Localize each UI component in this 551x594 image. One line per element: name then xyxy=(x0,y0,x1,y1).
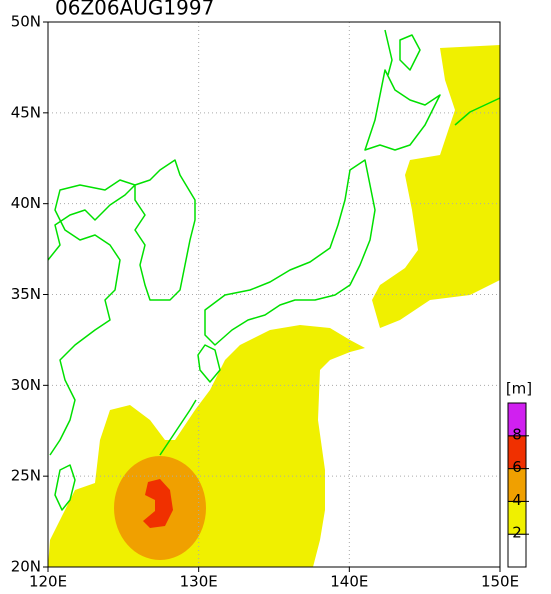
field-2-4m-ne xyxy=(372,45,500,328)
colorbar-label: 8 xyxy=(512,425,522,443)
axes: 120E 130E 140E 150E 20N 25N 30N 35N 40N 45N 50N xyxy=(11,13,519,591)
y-tick-label: 25N xyxy=(11,467,41,485)
colorbar-unit: [m] xyxy=(506,380,532,398)
map-title: 06Z06AUG1997 xyxy=(55,0,214,20)
colorbar-label: 6 xyxy=(512,458,522,476)
coastlines xyxy=(47,29,501,511)
coastline-kyushu xyxy=(197,344,221,383)
wave-height-fields xyxy=(48,45,500,567)
x-tick-label: 140E xyxy=(330,573,368,591)
coastline-hokkaido xyxy=(364,69,441,151)
y-tick-label: 30N xyxy=(11,376,41,394)
y-tick-label: 50N xyxy=(11,13,41,31)
y-tick-label: 35N xyxy=(11,285,41,303)
coastline-japan-honshu xyxy=(204,159,376,346)
coastline-ryukyu xyxy=(159,399,197,456)
coastline-sakhalin xyxy=(384,29,421,76)
coastline-taiwan xyxy=(54,464,76,511)
colorbar-label: 4 xyxy=(512,491,522,509)
coastline-kurils xyxy=(454,97,501,126)
y-tick-label: 20N xyxy=(11,558,41,576)
colorbar-box xyxy=(507,402,527,437)
x-tick-label: 120E xyxy=(29,573,67,591)
colorbar: 2 4 6 8 [m] xyxy=(506,380,532,568)
field-2-4m xyxy=(48,325,365,567)
x-tick-label: 130E xyxy=(180,573,218,591)
y-tick-label: 45N xyxy=(11,103,41,121)
x-tick-label: 150E xyxy=(481,573,519,591)
y-tick-label: 40N xyxy=(11,194,41,212)
coastline-china xyxy=(47,179,136,456)
colorbar-label: 2 xyxy=(512,524,522,542)
field-6-8m xyxy=(143,479,173,528)
coastline-korea xyxy=(134,159,196,301)
